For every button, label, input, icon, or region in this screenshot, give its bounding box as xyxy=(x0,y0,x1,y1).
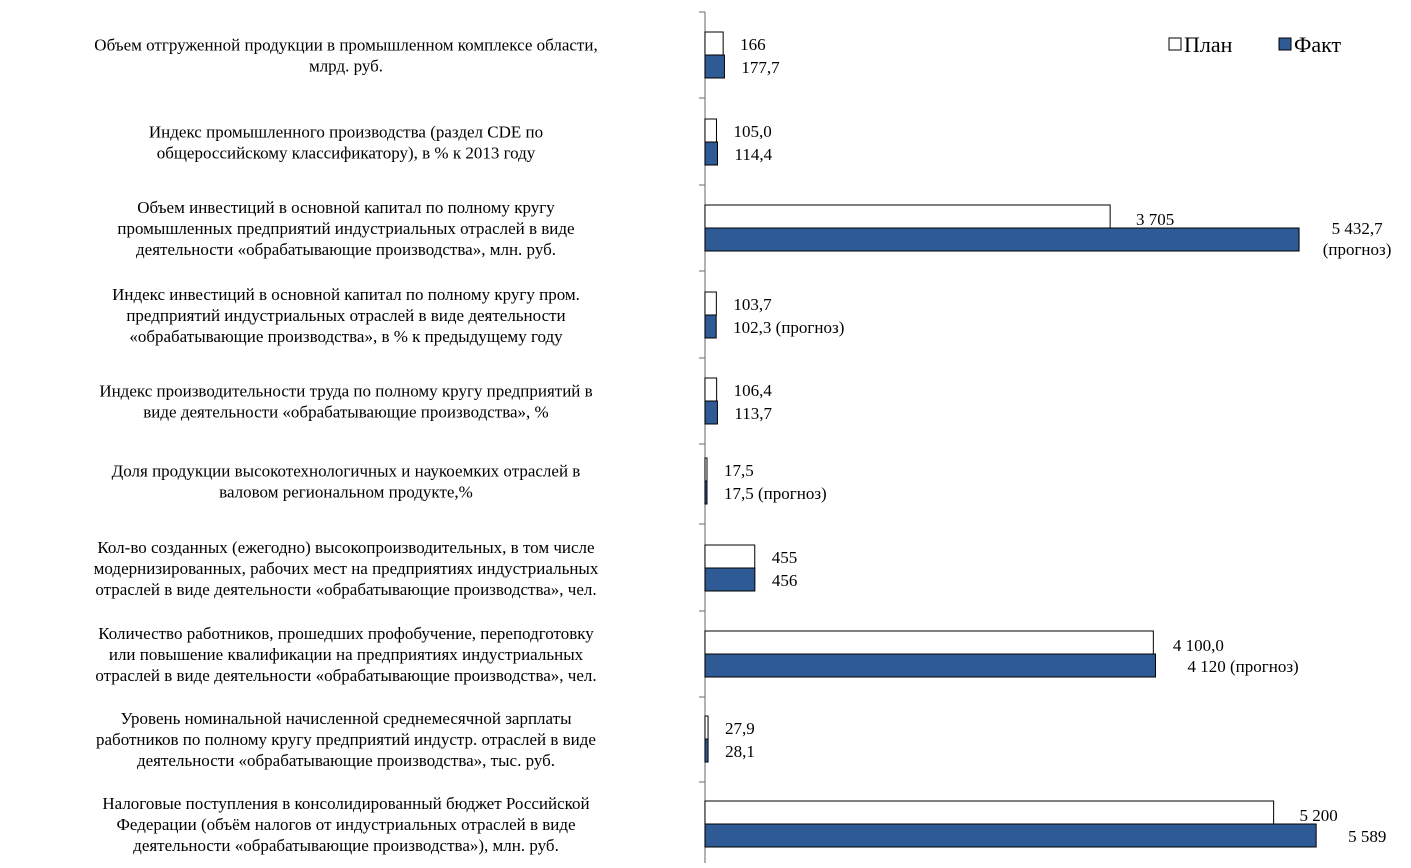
category-label: деятельности «обрабатывающие производств… xyxy=(136,240,556,259)
category-label: общероссийскому классификатору), в % к 2… xyxy=(157,144,536,163)
bar-fact xyxy=(704,227,1300,252)
category-label: или повышение квалификации на предприяти… xyxy=(109,645,584,664)
data-label-fact: 5 589 xyxy=(1348,827,1386,846)
category-labels: Объем отгруженной продукции в промышленн… xyxy=(94,36,599,856)
category-label: Индекс промышленного производства (разде… xyxy=(149,123,543,142)
bar-fact xyxy=(704,141,719,166)
category-label: отраслей в виде деятельности «обрабатыва… xyxy=(95,580,596,599)
legend-swatch xyxy=(1168,37,1182,51)
category-label: Объем инвестиций в основной капитал по п… xyxy=(137,198,555,217)
data-label-plan: 105,0 xyxy=(733,122,771,141)
category-label: валовом региональном продукте,% xyxy=(219,483,473,502)
category-label: млрд. руб. xyxy=(309,57,383,76)
legend-swatch xyxy=(1278,37,1292,51)
bar-plan xyxy=(704,544,756,569)
data-label-plan: 17,5 xyxy=(724,461,754,480)
category-label: Налоговые поступления в консолидированны… xyxy=(102,794,589,813)
bar-plan xyxy=(704,291,717,316)
data-label-fact: 113,7 xyxy=(734,404,772,423)
legend: План Факт xyxy=(1168,32,1342,57)
bar-plan xyxy=(704,377,718,402)
data-label-fact: (прогноз) xyxy=(1323,240,1392,259)
category-label: Объем отгруженной продукции в промышленн… xyxy=(94,36,597,55)
bar-plan xyxy=(704,457,708,482)
category-label: Количество работников, прошедших профобу… xyxy=(98,624,594,643)
category-label: деятельности «обрабатывающие производств… xyxy=(133,836,559,855)
data-label-plan: 166 xyxy=(740,35,766,54)
data-label-fact: 456 xyxy=(772,571,798,590)
data-label-plan: 106,4 xyxy=(734,381,773,400)
category-label: Федерации (объём налогов от индустриальн… xyxy=(116,815,575,834)
bar-plan xyxy=(704,204,1111,229)
bar-fact xyxy=(704,653,1157,678)
bar-fact xyxy=(704,738,709,763)
bar-fact xyxy=(704,400,718,425)
category-label: отраслей в виде деятельности «обрабатыва… xyxy=(95,666,596,685)
data-label-fact: 5 432,7 xyxy=(1332,219,1384,238)
bar-plan xyxy=(704,31,724,56)
category-label: «обрабатывающие производства», в % к пре… xyxy=(129,327,563,346)
category-label: работников по полному кругу предприятий … xyxy=(96,730,596,749)
data-label-fact: 17,5 (прогноз) xyxy=(724,484,827,503)
category-label: Кол-во созданных (ежегодно) высокопроизв… xyxy=(97,538,594,557)
bar-fact xyxy=(704,823,1317,848)
bar-plan xyxy=(704,715,709,740)
category-label: предприятий индустриальных отраслей в ви… xyxy=(126,306,565,325)
category-label: Индекс производительности труда по полно… xyxy=(99,382,592,401)
data-label-plan: 27,9 xyxy=(725,719,755,738)
bar-fact xyxy=(704,567,756,592)
data-label-plan: 5 200 xyxy=(1299,806,1337,825)
bar-fact xyxy=(704,480,708,505)
data-label-fact: 177,7 xyxy=(741,58,780,77)
category-label: модернизированных, рабочих мест на предп… xyxy=(94,559,599,578)
category-label: Индекс инвестиций в основной капитал по … xyxy=(112,285,580,304)
data-label-plan: 3 705 xyxy=(1136,210,1174,229)
bars xyxy=(704,31,1317,848)
data-label-plan: 455 xyxy=(772,548,798,567)
legend-label: Факт xyxy=(1294,32,1342,57)
data-label-fact: 4 120 (прогноз) xyxy=(1188,657,1299,676)
category-label: Доля продукции высокотехнологичных и нау… xyxy=(112,462,581,481)
axis xyxy=(699,11,706,863)
bar-plan xyxy=(704,118,717,143)
category-label: виде деятельности «обрабатывающие произв… xyxy=(143,403,548,422)
data-label-fact: 102,3 (прогноз) xyxy=(733,318,844,337)
category-label: Уровень номинальной начисленной среднеме… xyxy=(121,709,573,728)
category-label: деятельности «обрабатывающие производств… xyxy=(137,751,555,770)
bar-plan xyxy=(704,630,1154,655)
bar-fact xyxy=(704,314,717,339)
bar-plan xyxy=(704,800,1275,825)
data-label-plan: 103,7 xyxy=(733,295,772,314)
legend-label: План xyxy=(1184,32,1233,57)
bar-fact xyxy=(704,54,725,79)
data-label-plan: 4 100,0 xyxy=(1173,636,1224,655)
data-label-fact: 114,4 xyxy=(735,145,773,164)
category-label: промышленных предприятий индустриальных … xyxy=(117,219,574,238)
data-label-fact: 28,1 xyxy=(725,742,755,761)
value-labels: 166 177,7 105,0 114,4 3 705 5 432,7 (прогноз) 1… xyxy=(724,35,1391,846)
